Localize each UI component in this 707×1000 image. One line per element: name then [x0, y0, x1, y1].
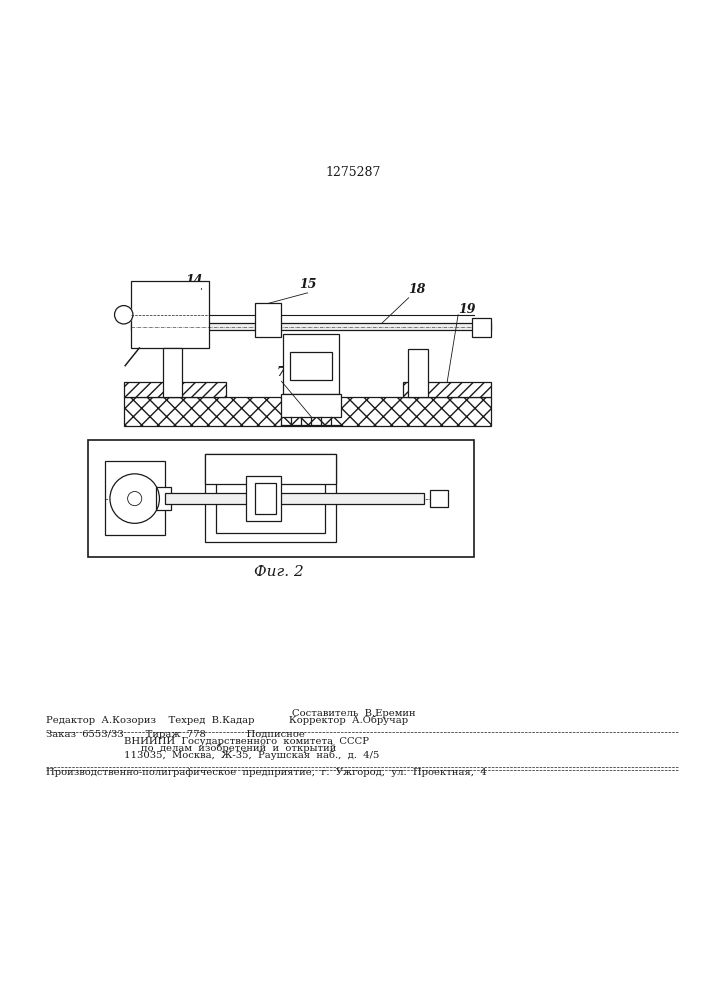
- Text: 1275287: 1275287: [326, 166, 381, 179]
- Bar: [88, 440, 474, 557]
- Text: Составитель  В.Еремин: Составитель В.Еремин: [292, 709, 415, 718]
- Bar: [124, 397, 491, 426]
- Bar: [205, 454, 336, 484]
- Bar: [403, 382, 491, 397]
- Text: по  делам  изобретений  и  открытий: по делам изобретений и открытий: [141, 744, 337, 753]
- Text: ВНИИПИ  Государственного  комитета  СССР: ВНИИПИ Государственного комитета СССР: [124, 737, 369, 746]
- Bar: [408, 349, 428, 397]
- Bar: [283, 334, 339, 394]
- Bar: [216, 465, 325, 533]
- Bar: [124, 382, 226, 397]
- Bar: [255, 303, 281, 337]
- Bar: [430, 490, 448, 507]
- Bar: [124, 382, 226, 397]
- Bar: [403, 382, 491, 397]
- Text: Фиг. 2: Фиг. 2: [255, 565, 304, 579]
- Bar: [281, 394, 341, 417]
- Bar: [472, 318, 491, 337]
- Text: 18: 18: [409, 283, 426, 296]
- Bar: [205, 454, 336, 542]
- Circle shape: [115, 306, 133, 324]
- Text: 19: 19: [458, 303, 475, 316]
- Bar: [255, 483, 276, 514]
- Bar: [124, 397, 491, 426]
- Text: 7: 7: [277, 366, 286, 379]
- Bar: [124, 382, 226, 397]
- Text: 15: 15: [299, 278, 316, 291]
- Bar: [131, 281, 209, 348]
- Text: 14: 14: [186, 274, 203, 287]
- Text: Редактор  А.Козориз    Техред  В.Кадар           Корректор  А.Обручар: Редактор А.Козориз Техред В.Кадар Коррек…: [46, 715, 408, 725]
- Text: Производственно-полиграфическое  предприятие,  г.  Ужгород,  ул.  Проектная,  4: Производственно-полиграфическое предприя…: [46, 768, 486, 777]
- Bar: [131, 323, 491, 330]
- Bar: [290, 352, 332, 380]
- Bar: [163, 348, 182, 397]
- Bar: [246, 476, 281, 521]
- Text: Заказ  6553/33       Тираж  778             Подписное: Заказ 6553/33 Тираж 778 Подписное: [46, 730, 305, 739]
- Circle shape: [110, 474, 160, 523]
- Bar: [156, 487, 171, 510]
- Bar: [105, 461, 165, 535]
- Bar: [124, 397, 491, 426]
- Text: 113035,  Москва,  Ж-35,  Раушская  наб.,  д.  4/5: 113035, Москва, Ж-35, Раушская наб., д. …: [124, 751, 379, 760]
- Bar: [403, 382, 491, 397]
- Bar: [165, 493, 424, 504]
